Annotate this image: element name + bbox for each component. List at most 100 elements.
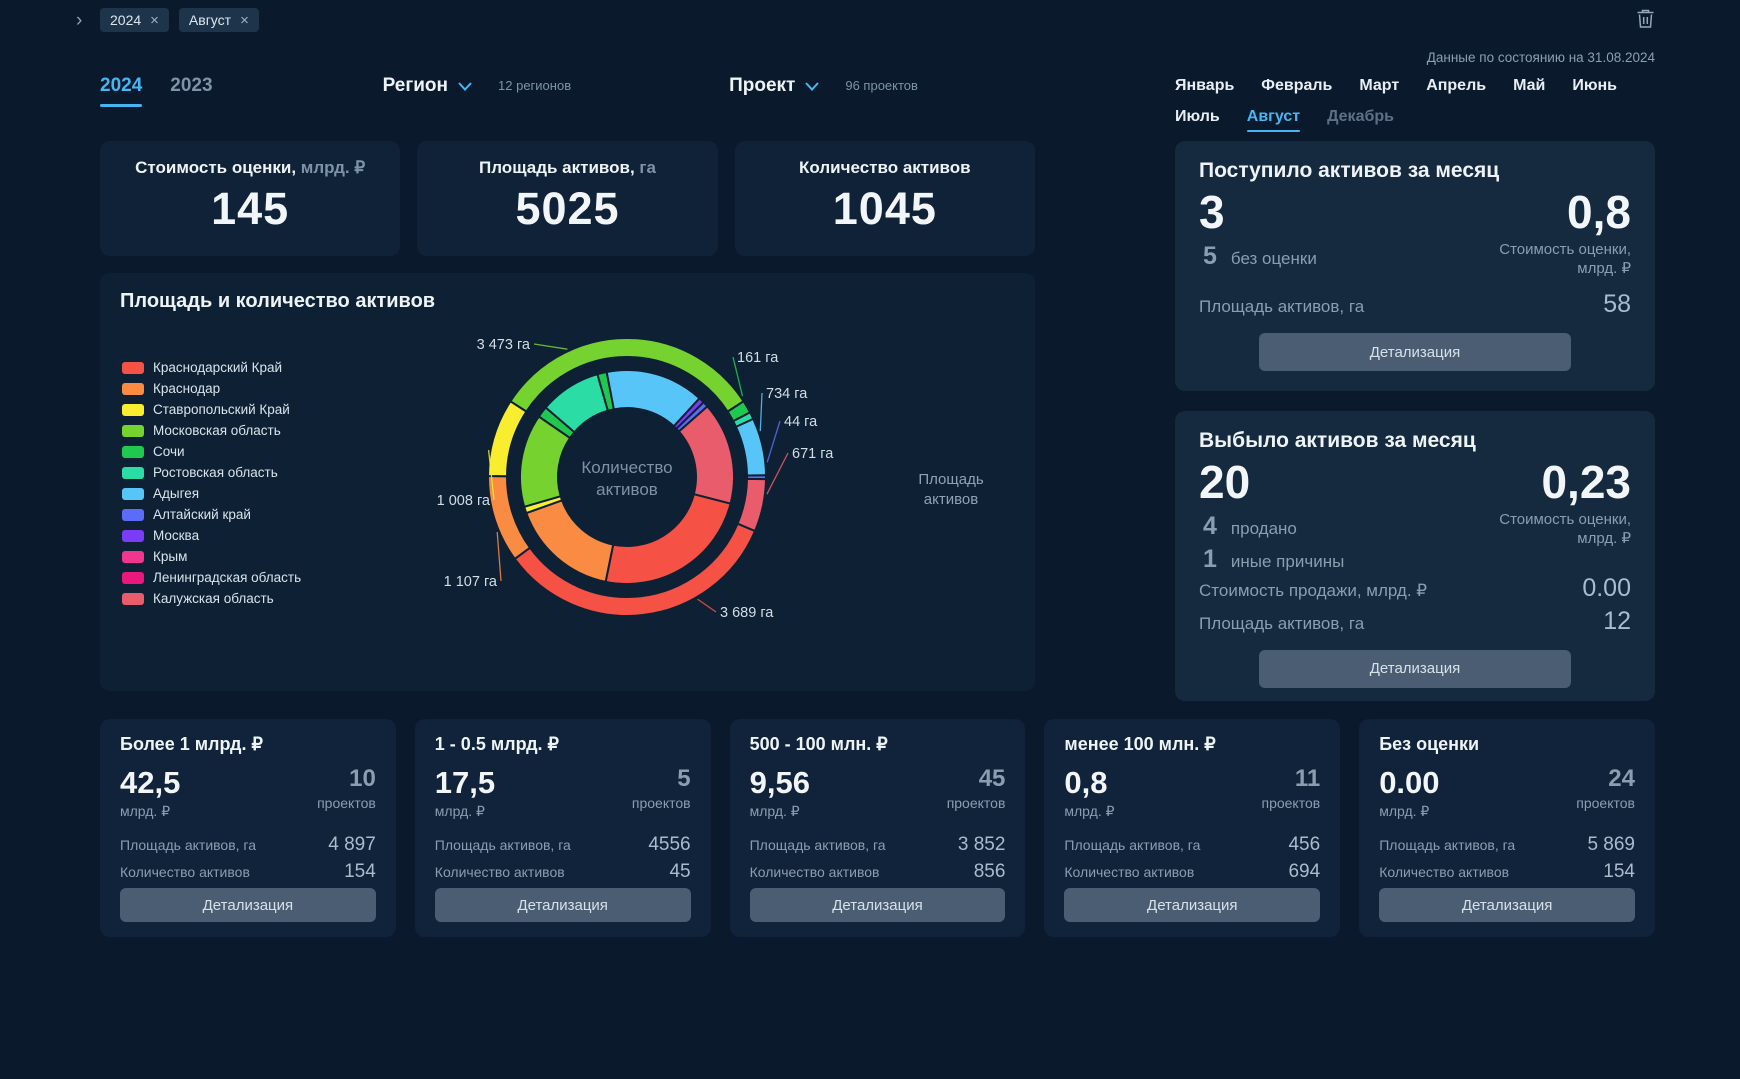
price-band-row-label: Количество активов xyxy=(749,864,880,880)
legend-item[interactable]: Ставропольский Край xyxy=(122,399,301,420)
price-band-main: 17,5 млрд. ₽ 5 проектов xyxy=(435,765,691,820)
price-band-details-button[interactable]: Детализация xyxy=(1379,888,1635,922)
legend-item[interactable]: Краснодар xyxy=(122,378,301,399)
legend-label: Калужская область xyxy=(153,591,274,606)
price-band-row: Количество активов 154 xyxy=(120,861,376,883)
price-band-title: Более 1 млрд. ₽ xyxy=(120,734,263,754)
price-band-rows: Площадь активов, га 5 869 Количество актив… xyxy=(1379,834,1635,883)
expand-chevron-icon[interactable]: › xyxy=(76,9,83,31)
legend-item[interactable]: Сочи xyxy=(122,441,301,462)
legend-item[interactable]: Московская область xyxy=(122,420,301,441)
month-item[interactable]: Май xyxy=(1513,77,1546,94)
legend-label: Ставропольский Край xyxy=(153,402,290,417)
month-item[interactable]: Июль xyxy=(1175,108,1220,125)
price-band-row-value: 154 xyxy=(344,861,376,882)
month-item[interactable]: Январь xyxy=(1175,77,1235,94)
outflow-sub-label: иные причины xyxy=(1230,551,1345,571)
price-band-row-label: Количество активов xyxy=(1379,864,1510,880)
price-band-value: 0.00 xyxy=(1379,765,1440,800)
price-band-details-button[interactable]: Детализация xyxy=(434,888,691,922)
outflow-details-button[interactable]: Детализация xyxy=(1259,649,1571,688)
month-item[interactable]: Июнь xyxy=(1572,77,1618,94)
price-band-row-label: Количество активов xyxy=(120,864,250,880)
price-band-title: Без оценки xyxy=(1379,734,1480,754)
donut-center-label: Количество xyxy=(581,458,672,477)
month-item[interactable]: Апрель xyxy=(1426,77,1487,94)
filter-chip[interactable]: 2024 × xyxy=(100,8,169,32)
kpi-card: Количество активов 1045 xyxy=(734,141,1035,256)
tab-year-2024[interactable]: 2024 xyxy=(100,75,142,107)
inflow-row-value: 58 xyxy=(1603,290,1631,318)
price-band-details-button[interactable]: Детализация xyxy=(749,888,1006,922)
donut-center-label: активов xyxy=(596,480,658,499)
legend-label: Адыгея xyxy=(153,486,200,501)
month-item[interactable]: Февраль xyxy=(1261,77,1333,94)
price-band-details-button[interactable]: Детализация xyxy=(120,888,376,922)
legend-label: Ростовская область xyxy=(153,465,278,480)
price-band-details-button[interactable]: Детализация xyxy=(1064,888,1321,922)
filter-bar: › 2024 × Август × xyxy=(76,7,1655,33)
donut-label-leader-line xyxy=(487,450,495,501)
price-band-rows: Площадь активов, га 4 897 Количество актив… xyxy=(120,834,376,883)
price-band-projects-label: проектов xyxy=(1261,795,1321,811)
donut-segment-label: 44 га xyxy=(784,414,818,430)
donut-label-leader-line xyxy=(496,532,502,582)
filter-chip[interactable]: Август × xyxy=(178,8,259,32)
legend-item[interactable]: Ленинградская область xyxy=(122,567,301,588)
price-band-projects-count: 5 xyxy=(677,765,691,792)
price-band-projects-label: проектов xyxy=(946,795,1006,811)
legend-label: Крым xyxy=(153,549,188,564)
trash-icon[interactable] xyxy=(1636,8,1655,32)
year-tabs: 2024 2023 xyxy=(100,75,213,107)
outflow-row-label: Стоимость продажи, млрд. ₽ xyxy=(1199,580,1428,600)
price-band-row: Площадь активов, га 4 897 xyxy=(120,834,376,856)
legend-item[interactable]: Калужская область xyxy=(122,588,301,609)
kpi-title-text: Площадь активов, xyxy=(479,158,640,177)
month-item[interactable]: Август xyxy=(1247,108,1300,132)
outflow-value-caption: Стоимость оценки, млрд. ₽ xyxy=(1499,510,1631,548)
price-band-card: Более 1 млрд. ₽ 42,5 млрд. ₽ 10 проектов Площ… xyxy=(100,719,396,937)
outer-ring-segment[interactable] xyxy=(486,399,528,478)
region-dropdown[interactable]: Регион xyxy=(383,75,472,97)
inflow-value-caption: Стоимость оценки, млрд. ₽ xyxy=(1499,240,1631,278)
outflow-title: Выбыло активов за месяц xyxy=(1199,429,1476,452)
donut-segment-label: 671 га xyxy=(792,446,834,462)
chart-legend: Краснодарский Край Краснодар Ставропольски… xyxy=(122,357,301,609)
legend-item[interactable]: Ростовская область xyxy=(122,462,301,483)
legend-item[interactable]: Адыгея xyxy=(122,483,301,504)
legend-swatch xyxy=(122,445,144,458)
kpi-value: 1045 xyxy=(832,183,937,234)
price-band-row-value: 5 869 xyxy=(1587,834,1635,855)
price-band-projects-block: 45 проектов xyxy=(947,765,1006,820)
price-band-row: Площадь активов, га 3 852 xyxy=(750,834,1006,856)
donut-label-leader-line xyxy=(766,420,781,463)
kpi-title: Количество активов xyxy=(799,158,971,178)
tab-year-2023[interactable]: 2023 xyxy=(170,75,213,96)
outer-ring-segment[interactable] xyxy=(736,477,768,533)
legend-item[interactable]: Краснодарский Край xyxy=(122,357,301,378)
legend-item[interactable]: Москва xyxy=(122,525,301,546)
kpi-title-text: Количество активов xyxy=(799,158,971,177)
chip-close-icon[interactable]: × xyxy=(150,11,159,29)
price-band-unit: млрд. ₽ xyxy=(1379,803,1430,819)
legend-item[interactable]: Крым xyxy=(122,546,301,567)
kpi-unit: га xyxy=(639,158,656,177)
month-item[interactable]: Март xyxy=(1359,77,1400,94)
inner-ring-segment[interactable] xyxy=(596,370,615,412)
price-band-projects-label: проектов xyxy=(1576,795,1635,811)
inflow-details-button[interactable]: Детализация xyxy=(1259,333,1571,371)
price-band-row: Количество активов 856 xyxy=(750,861,1006,883)
outer-ring-segment[interactable] xyxy=(734,417,768,477)
price-band-row-value: 4556 xyxy=(648,834,691,855)
month-item[interactable]: Декабрь xyxy=(1327,108,1394,125)
inflow-sub-label: без оценки xyxy=(1230,248,1317,268)
price-band-value: 17,5 xyxy=(434,765,496,800)
project-dropdown[interactable]: Проект xyxy=(729,75,820,97)
legend-swatch xyxy=(122,382,144,395)
region-dropdown-label: Регион xyxy=(382,75,449,96)
inflow-sub-num: 5 xyxy=(1203,241,1217,270)
left-column: Стоимость оценки, млрд. ₽ 145 Площадь акти… xyxy=(100,141,1035,701)
legend-item[interactable]: Алтайский край xyxy=(122,504,301,525)
price-band-card: 500 - 100 млн. ₽ 9,56 млрд. ₽ 45 проектов Пло… xyxy=(729,719,1026,937)
chip-close-icon[interactable]: × xyxy=(240,11,249,29)
